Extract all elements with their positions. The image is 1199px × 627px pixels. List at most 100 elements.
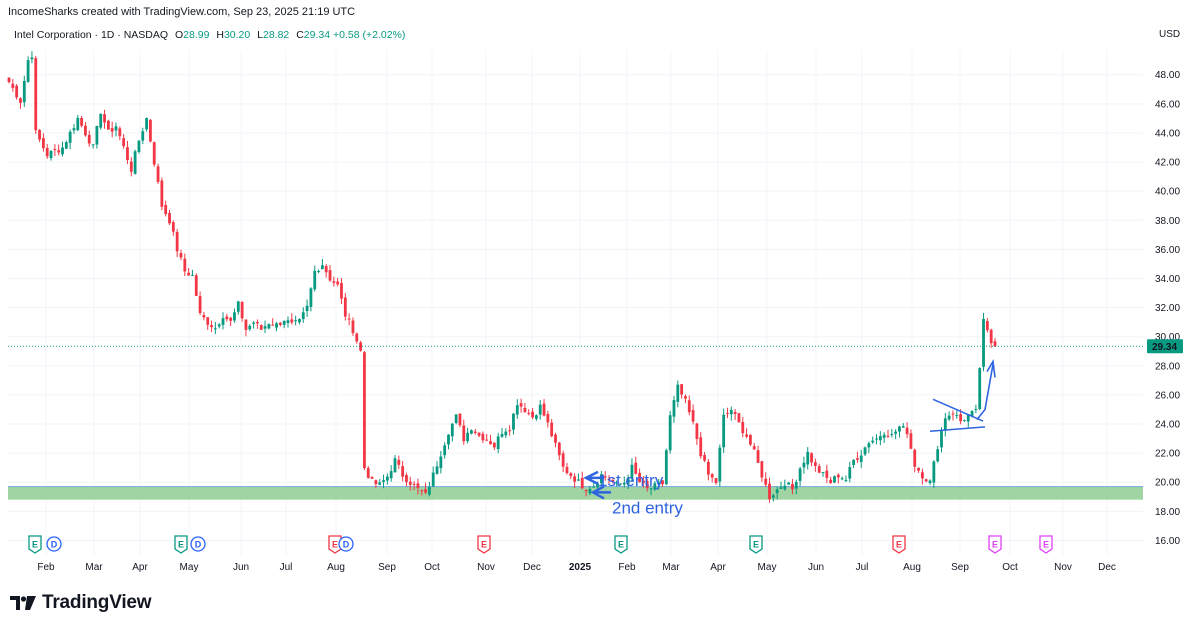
candle-body bbox=[863, 447, 867, 455]
open-value: 28.99 bbox=[183, 29, 210, 41]
earnings-marker-icon[interactable]: E bbox=[477, 535, 491, 554]
y-tick-label: 34.00 bbox=[1155, 274, 1180, 285]
candle-body bbox=[91, 144, 95, 146]
candle-body bbox=[298, 319, 301, 323]
candle-body bbox=[630, 464, 634, 479]
candle-body bbox=[114, 126, 118, 131]
candle-body bbox=[485, 439, 489, 441]
candle-body bbox=[882, 434, 886, 438]
candle-body bbox=[118, 128, 122, 137]
candle-body bbox=[936, 449, 940, 462]
tradingview-brand: TradingView bbox=[42, 592, 152, 613]
candle-body bbox=[710, 474, 714, 478]
x-tick-label: Aug bbox=[903, 562, 921, 573]
x-tick-label: Sep bbox=[951, 562, 969, 573]
dividend-marker-icon[interactable]: D bbox=[338, 536, 354, 552]
candle-body bbox=[152, 142, 156, 165]
symbol-legend[interactable]: Intel Corporation · 1D · NASDAQ O28.99 H… bbox=[14, 29, 405, 41]
candle-body bbox=[286, 320, 290, 323]
candle-body bbox=[439, 456, 443, 469]
candle-body bbox=[26, 60, 30, 82]
candle-body bbox=[405, 475, 408, 483]
candle-body bbox=[714, 478, 718, 484]
y-tick-label: 46.00 bbox=[1155, 99, 1180, 110]
candle-body bbox=[947, 415, 951, 420]
x-tick-label: Mar bbox=[662, 562, 680, 573]
candle-body bbox=[561, 453, 565, 467]
x-tick-label: Jun bbox=[808, 562, 824, 573]
y-tick-label: 48.00 bbox=[1155, 70, 1180, 81]
candle-body bbox=[431, 472, 435, 487]
tradingview-logo[interactable]: TradingView bbox=[10, 592, 152, 614]
tradingview-logo-icon bbox=[10, 596, 36, 610]
candle-body bbox=[859, 455, 863, 462]
earnings-marker-icon[interactable]: E bbox=[1039, 535, 1053, 554]
candle-body bbox=[320, 265, 324, 270]
candle-body bbox=[408, 481, 412, 485]
candle-body bbox=[248, 325, 252, 330]
x-tick-label: Oct bbox=[1002, 562, 1018, 573]
x-tick-label: Dec bbox=[523, 562, 541, 573]
candle-body bbox=[920, 472, 924, 479]
candle-body bbox=[164, 205, 168, 215]
earnings-marker-icon[interactable]: E bbox=[328, 535, 342, 554]
candle-body bbox=[634, 462, 638, 474]
candle-body bbox=[420, 490, 424, 492]
candle-body bbox=[749, 434, 752, 445]
event-marker-letter: E bbox=[992, 540, 998, 550]
y-tick-label: 38.00 bbox=[1155, 216, 1180, 227]
candle-body bbox=[741, 422, 745, 434]
earnings-marker-icon[interactable]: E bbox=[174, 535, 188, 554]
earnings-marker-shape bbox=[477, 535, 491, 554]
x-tick-label: Nov bbox=[1054, 562, 1072, 573]
earnings-marker-icon[interactable]: E bbox=[988, 535, 1002, 554]
earnings-marker-icon[interactable]: E bbox=[614, 535, 628, 554]
candle-body bbox=[106, 120, 110, 130]
candle-body bbox=[57, 150, 61, 153]
earnings-marker-icon[interactable]: E bbox=[892, 535, 906, 554]
x-tick-label: Oct bbox=[424, 562, 440, 573]
dividend-marker-icon[interactable]: D bbox=[46, 536, 62, 552]
candle-body bbox=[760, 461, 764, 478]
candle-body bbox=[236, 301, 240, 312]
candle-body bbox=[278, 322, 282, 325]
candle-body bbox=[49, 150, 53, 159]
candle-body bbox=[684, 396, 687, 399]
candle-body bbox=[982, 318, 985, 367]
earnings-marker-icon[interactable]: E bbox=[28, 535, 42, 554]
y-tick-label: 36.00 bbox=[1155, 245, 1180, 256]
candle-body bbox=[638, 472, 641, 483]
candle-body bbox=[229, 317, 233, 321]
candle-body bbox=[160, 180, 164, 207]
candle-body bbox=[76, 117, 80, 131]
event-marker-letter: D bbox=[195, 540, 202, 550]
candle-body bbox=[607, 478, 611, 481]
candle-body bbox=[932, 461, 936, 483]
candle-body bbox=[87, 134, 91, 144]
candle-body bbox=[519, 403, 523, 407]
dividend-marker-shape bbox=[190, 536, 206, 552]
candle-body bbox=[271, 324, 275, 326]
y-tick-label: 32.00 bbox=[1155, 303, 1180, 314]
candle-body bbox=[225, 316, 229, 320]
earnings-marker-shape bbox=[174, 535, 188, 554]
last-price-label: 29.34 bbox=[1152, 342, 1177, 353]
y-tick-label: 30.00 bbox=[1155, 332, 1180, 343]
candle-body bbox=[668, 415, 672, 451]
candle-body bbox=[661, 480, 664, 485]
dividend-marker-icon[interactable]: D bbox=[190, 536, 206, 552]
candle-body bbox=[217, 324, 221, 327]
candle-body bbox=[416, 483, 420, 489]
candle-body bbox=[210, 325, 213, 328]
second-entry-label: 2nd entry bbox=[612, 498, 683, 517]
candle-body bbox=[550, 422, 554, 437]
earnings-marker-icon[interactable]: E bbox=[749, 535, 763, 554]
candle-body bbox=[84, 125, 87, 136]
candle-body bbox=[80, 118, 84, 126]
candle-body bbox=[103, 114, 106, 123]
candle-body bbox=[680, 384, 684, 395]
close-value: 29.34 bbox=[303, 29, 331, 41]
x-tick-label: Feb bbox=[618, 562, 636, 573]
candle-body bbox=[538, 404, 542, 415]
